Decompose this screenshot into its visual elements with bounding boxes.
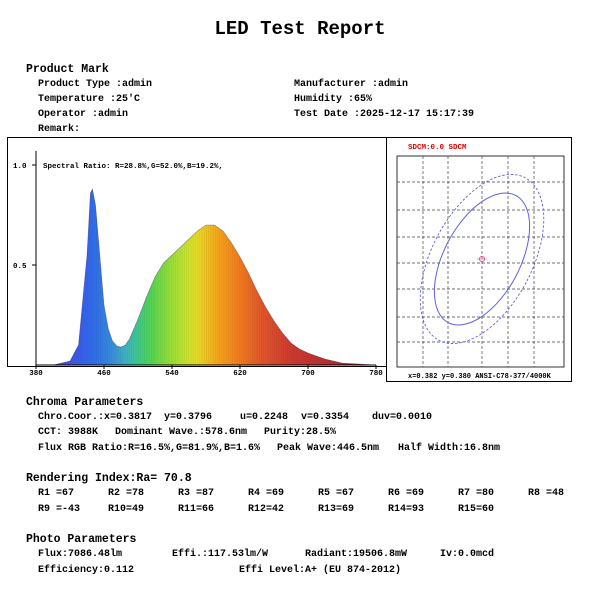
r13-value: R13=69 [318, 504, 355, 515]
sdcm-ellipse-inner [433, 192, 531, 326]
radiant-field: Radiant:19506.8mW [305, 549, 408, 560]
chroma-v: v=0.3354 [301, 412, 350, 423]
operator-field: Operator :admin [38, 109, 129, 120]
flux-field: Flux:7086.48lm [38, 549, 123, 560]
temperature-field: Temperature :25'C [38, 94, 141, 105]
product-mark-heading: Product Mark [26, 63, 109, 76]
chroma-coord-y: y=0.3796 [164, 412, 213, 423]
efficiency-field: Efficiency:0.112 [38, 565, 135, 576]
half-width-field: Half Width:16.8nm [398, 443, 501, 454]
r9-value: R9 =-43 [38, 504, 81, 515]
remark-field: Remark: [38, 124, 81, 135]
chroma-coord-x: Chro.Coor.:x=0.3817 [38, 412, 153, 423]
spectrum-curve [36, 188, 377, 366]
chroma-u: u=0.2248 [240, 412, 289, 423]
peak-wave-field: Peak Wave:446.5nm [277, 443, 380, 454]
r10-value: R10=49 [108, 504, 145, 515]
r7-value: R7 =80 [458, 488, 495, 499]
spectrum-x-tick-label: 540 [165, 370, 179, 378]
rendering-heading: Rendering Index:Ra= 70.8 [26, 472, 192, 485]
spectrum-chart: 1.0 0.5 380 460 540 620 700 780 Spectral Ratio… [7, 137, 387, 378]
spectrum-x-tick-label: 460 [97, 370, 111, 378]
spectrum-y-tick-label: 0.5 [13, 263, 27, 271]
cie-readout: x=0.382 y=0.380 ANSI-C78-377/4000K [408, 373, 552, 381]
sdcm-label: SDCM:0.0 SDCM [408, 144, 467, 152]
r11-value: R11=66 [178, 504, 215, 515]
iv-field: Iv:0.0mcd [440, 549, 495, 560]
spectrum-x-tick-label: 700 [301, 370, 315, 378]
cie-chart: SDCM:0.0 SDCM x=0.382 y=0.380 ANSI-C78-3… [386, 137, 572, 382]
spectrum-x-tick-label: 380 [29, 370, 43, 378]
chroma-heading: Chroma Parameters [26, 396, 144, 409]
effi-level-field: Effi Level:A+ (EU 874-2012) [239, 565, 402, 576]
r5-value: R5 =67 [318, 488, 355, 499]
purity-field: Purity:28.5% [264, 427, 337, 438]
r4-value: R4 =69 [248, 488, 285, 499]
r3-value: R3 =87 [178, 488, 215, 499]
report-title: LED Test Report [214, 18, 386, 40]
product-type-field: Product Type :admin [38, 79, 153, 90]
flux-rgb-field: Flux RGB Ratio:R=16.5%,G=81.9%,B=1.6% [38, 443, 261, 454]
dominant-wave-field: Dominant Wave.:578.6nm [115, 427, 248, 438]
r12-value: R12=42 [248, 504, 285, 515]
r15-value: R15=60 [458, 504, 495, 515]
r14-value: R14=93 [388, 504, 425, 515]
r8-value: R8 =48 [528, 488, 565, 499]
spectral-ratio-label: Spectral Ratio: R=28.8%,G=52.0%,B=19.2%, [43, 163, 223, 171]
test-date-field: Test Date :2025-12-17 15:17:39 [294, 109, 475, 120]
r6-value: R6 =69 [388, 488, 425, 499]
r2-value: R2 =78 [108, 488, 145, 499]
r1-value: R1 =67 [38, 488, 75, 499]
cie-plot-frame [396, 155, 565, 368]
manufacturer-field: Manufacturer :admin [294, 79, 409, 90]
cct-field: CCT: 3988K [38, 427, 99, 438]
effi-field: Effi.:117.53lm/W [172, 549, 269, 560]
humidity-field: Humidity :65% [294, 94, 373, 105]
spectrum-x-tick-label: 620 [233, 370, 247, 378]
chroma-duv: duv=0.0010 [372, 412, 433, 423]
cie-panel-frame [386, 137, 572, 382]
photo-heading: Photo Parameters [26, 533, 137, 546]
spectrum-y-tick-label: 1.0 [13, 163, 27, 171]
spectrum-x-tick-label: 780 [369, 370, 383, 378]
